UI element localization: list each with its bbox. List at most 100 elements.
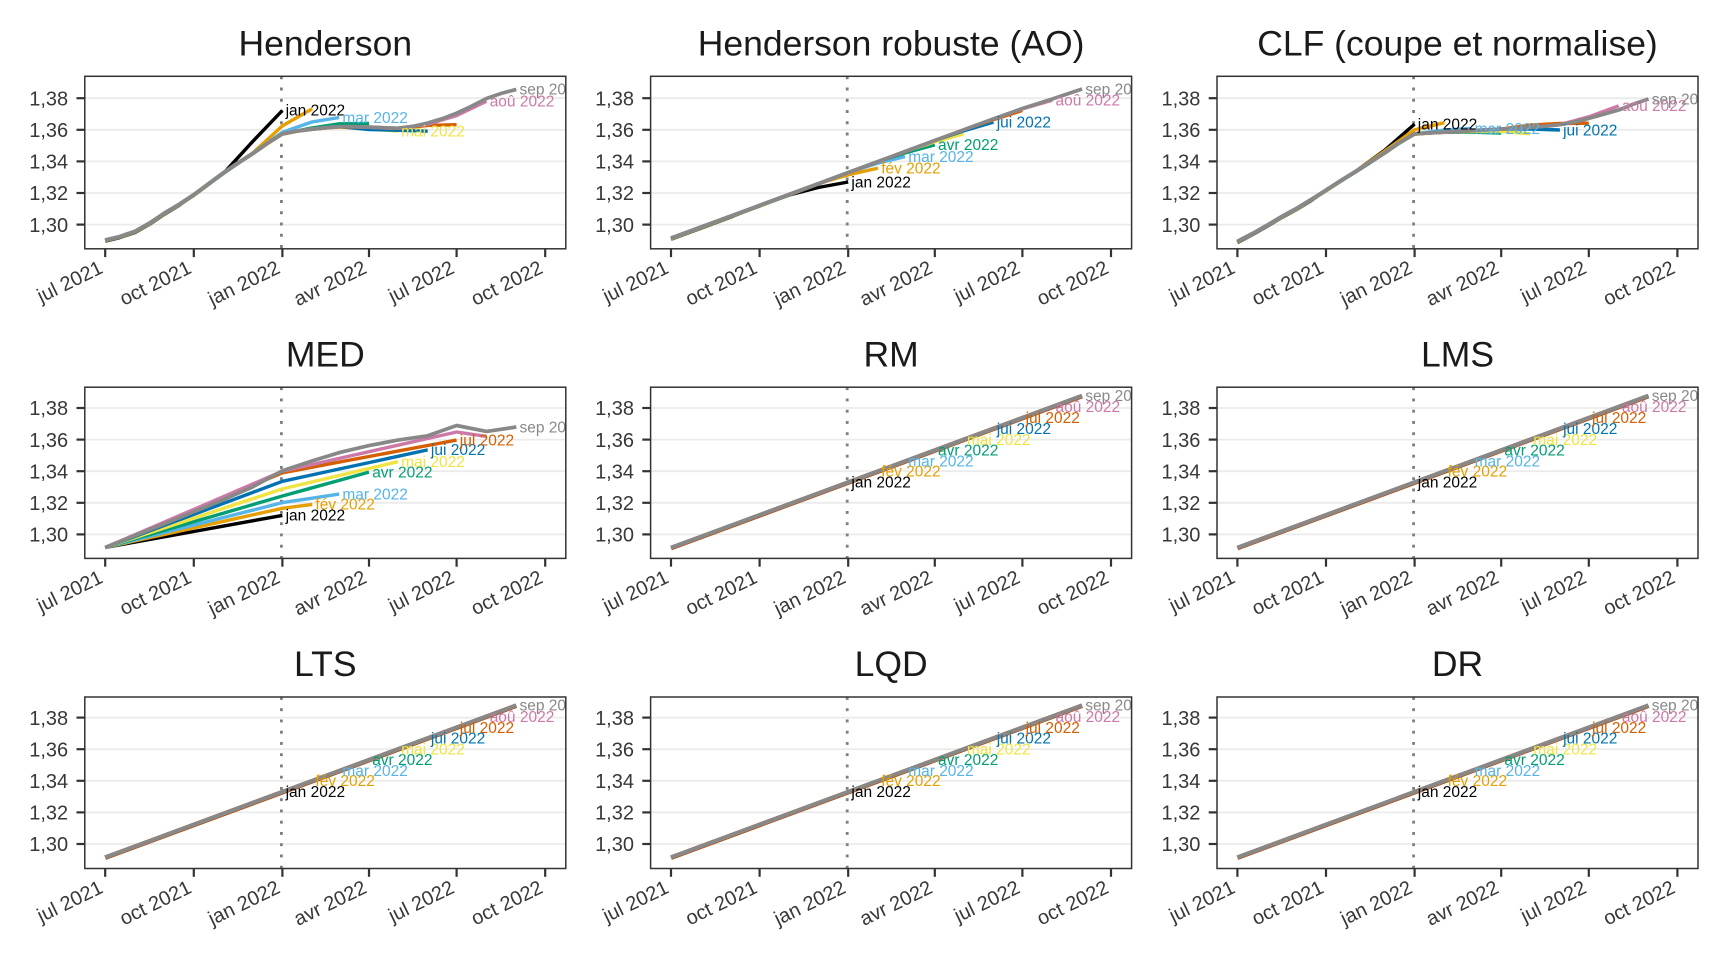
svg-text:1,38: 1,38 [595, 398, 634, 420]
svg-text:1,36: 1,36 [29, 120, 68, 142]
svg-text:aoû 2022: aoû 2022 [490, 709, 555, 726]
svg-text:1,34: 1,34 [1161, 771, 1200, 793]
svg-text:1,36: 1,36 [595, 430, 634, 452]
svg-text:jui 2022: jui 2022 [430, 731, 485, 748]
svg-text:mai 2022: mai 2022 [967, 432, 1031, 449]
svg-text:1,34: 1,34 [29, 461, 68, 483]
svg-text:LQD: LQD [855, 644, 928, 684]
svg-text:sep 2022: sep 2022 [1085, 81, 1149, 98]
svg-text:mar 2022: mar 2022 [1475, 454, 1540, 471]
svg-text:1,36: 1,36 [1161, 120, 1200, 142]
svg-text:mar 2022: mar 2022 [908, 763, 973, 780]
svg-text:jan 2022: jan 2022 [1417, 475, 1477, 492]
svg-text:jui 2022: jui 2022 [430, 442, 485, 459]
svg-text:jui 2022: jui 2022 [1562, 122, 1617, 139]
svg-text:sep 2022: sep 2022 [1652, 91, 1716, 108]
svg-text:jan 2022: jan 2022 [285, 508, 345, 525]
svg-text:1,36: 1,36 [1161, 739, 1200, 761]
svg-text:1,38: 1,38 [29, 708, 68, 730]
svg-text:avr 2022: avr 2022 [938, 443, 998, 460]
svg-text:fév 2022: fév 2022 [881, 464, 940, 481]
svg-text:jan 2022: jan 2022 [850, 784, 910, 801]
svg-text:1,38: 1,38 [1161, 88, 1200, 110]
svg-text:1,32: 1,32 [29, 493, 68, 515]
svg-text:aoû 2022: aoû 2022 [1622, 399, 1687, 416]
svg-text:1,30: 1,30 [595, 525, 634, 547]
svg-text:sep 2022: sep 2022 [1652, 388, 1716, 405]
svg-text:jul 2022: jul 2022 [1025, 720, 1080, 737]
svg-text:mar 2022: mar 2022 [342, 110, 407, 127]
svg-text:1,32: 1,32 [595, 803, 634, 825]
svg-text:jui 2022: jui 2022 [996, 421, 1051, 438]
svg-text:mai 2022: mai 2022 [1533, 432, 1597, 449]
svg-text:aoû 2022: aoû 2022 [1056, 93, 1121, 110]
svg-text:RM: RM [863, 334, 918, 374]
svg-text:1,32: 1,32 [1161, 803, 1200, 825]
svg-text:1,38: 1,38 [1161, 398, 1200, 420]
svg-text:jan 2022: jan 2022 [1417, 116, 1477, 133]
svg-text:1,30: 1,30 [1161, 215, 1200, 237]
svg-text:1,34: 1,34 [595, 771, 634, 793]
svg-text:1,34: 1,34 [29, 152, 68, 174]
svg-text:1,32: 1,32 [29, 803, 68, 825]
svg-text:sep 2022: sep 2022 [520, 419, 584, 436]
svg-text:1,36: 1,36 [595, 120, 634, 142]
svg-text:aoû 2022: aoû 2022 [490, 94, 555, 111]
svg-text:1,32: 1,32 [1161, 183, 1200, 205]
svg-text:aoû 2022: aoû 2022 [1056, 709, 1121, 726]
svg-text:jui 2022: jui 2022 [1562, 421, 1617, 438]
svg-text:fév 2022: fév 2022 [315, 497, 374, 514]
svg-text:1,36: 1,36 [1161, 430, 1200, 452]
svg-text:fév 2022: fév 2022 [881, 773, 940, 790]
svg-text:aoû 2022: aoû 2022 [1622, 709, 1687, 726]
svg-text:sep 2022: sep 2022 [1085, 388, 1149, 405]
svg-text:1,38: 1,38 [1161, 708, 1200, 730]
svg-text:1,36: 1,36 [29, 739, 68, 761]
svg-text:mai 2022: mai 2022 [401, 454, 465, 471]
svg-text:1,38: 1,38 [29, 88, 68, 110]
svg-text:mar 2022: mar 2022 [342, 486, 407, 503]
svg-text:1,36: 1,36 [29, 430, 68, 452]
svg-text:jan 2022: jan 2022 [850, 475, 910, 492]
svg-text:1,32: 1,32 [595, 493, 634, 515]
svg-text:mar 2022: mar 2022 [908, 454, 973, 471]
svg-text:mai 2022: mai 2022 [967, 742, 1031, 759]
svg-text:1,30: 1,30 [29, 215, 68, 237]
svg-text:fév 2022: fév 2022 [1448, 464, 1507, 481]
svg-text:sep 2022: sep 2022 [520, 82, 584, 99]
svg-text:jan 2022: jan 2022 [285, 784, 345, 801]
svg-text:mar 2022: mar 2022 [342, 763, 407, 780]
svg-text:avr 2022: avr 2022 [1504, 443, 1564, 460]
svg-text:jul 2022: jul 2022 [1025, 410, 1080, 427]
svg-text:LTS: LTS [294, 644, 356, 684]
svg-text:LMS: LMS [1421, 334, 1494, 374]
svg-text:sep 2022: sep 2022 [1085, 698, 1149, 715]
svg-text:1,32: 1,32 [595, 183, 634, 205]
svg-text:avr 2022: avr 2022 [938, 137, 998, 154]
svg-text:mar 2022: mar 2022 [908, 149, 973, 166]
svg-text:1,34: 1,34 [595, 461, 634, 483]
svg-text:sep 2022: sep 2022 [1652, 698, 1716, 715]
svg-text:mai 2022: mai 2022 [1533, 742, 1597, 759]
svg-text:1,34: 1,34 [1161, 152, 1200, 174]
svg-text:1,38: 1,38 [595, 88, 634, 110]
svg-text:CLF (coupe et normalise): CLF (coupe et normalise) [1257, 23, 1658, 63]
svg-text:1,38: 1,38 [29, 398, 68, 420]
svg-text:sep 2022: sep 2022 [520, 698, 584, 715]
svg-text:jul 2022: jul 2022 [1591, 410, 1646, 427]
svg-text:1,34: 1,34 [29, 771, 68, 793]
svg-text:avr 2022: avr 2022 [938, 752, 998, 769]
svg-text:jui 2022: jui 2022 [996, 114, 1051, 131]
svg-text:1,34: 1,34 [1161, 461, 1200, 483]
svg-text:aoû 2022: aoû 2022 [1056, 399, 1121, 416]
svg-text:MED: MED [286, 334, 365, 374]
svg-text:avr 2022: avr 2022 [372, 464, 432, 481]
svg-text:mar 2022: mar 2022 [1475, 763, 1540, 780]
svg-text:1,30: 1,30 [1161, 834, 1200, 856]
svg-text:1,36: 1,36 [595, 739, 634, 761]
svg-text:aoû 2022: aoû 2022 [1622, 98, 1687, 115]
svg-text:jan 2022: jan 2022 [285, 103, 345, 120]
svg-text:avr 2022: avr 2022 [1504, 752, 1564, 769]
svg-text:fév 2022: fév 2022 [315, 773, 374, 790]
svg-text:jan 2022: jan 2022 [850, 174, 910, 191]
